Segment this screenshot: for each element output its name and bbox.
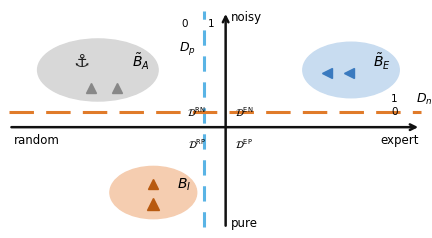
Text: 0: 0 <box>181 19 188 29</box>
Text: $D_n$: $D_n$ <box>416 92 432 107</box>
Text: $\mathcal{D}^{\mathrm{RP}}$: $\mathcal{D}^{\mathrm{RP}}$ <box>188 137 206 151</box>
Text: ⚓: ⚓ <box>73 53 89 71</box>
Ellipse shape <box>303 42 399 98</box>
Text: random: random <box>13 134 59 147</box>
Text: $\tilde{B}_A$: $\tilde{B}_A$ <box>132 52 149 72</box>
Ellipse shape <box>38 39 158 101</box>
Ellipse shape <box>110 166 197 219</box>
Text: $B_I$: $B_I$ <box>178 176 191 193</box>
Text: noisy: noisy <box>230 11 262 24</box>
Text: $D_p$: $D_p$ <box>179 40 195 57</box>
Text: $\tilde{B}_E$: $\tilde{B}_E$ <box>373 52 391 72</box>
Text: 0: 0 <box>391 108 398 118</box>
Text: 1: 1 <box>391 94 398 104</box>
Text: $\mathcal{D}^{\mathrm{EN}}$: $\mathcal{D}^{\mathrm{EN}}$ <box>235 105 254 119</box>
Text: pure: pure <box>230 217 257 230</box>
Text: expert: expert <box>380 134 419 147</box>
Text: $\mathcal{D}^{\mathrm{EP}}$: $\mathcal{D}^{\mathrm{EP}}$ <box>235 137 253 151</box>
Text: $\mathcal{D}^{\mathrm{RN}}$: $\mathcal{D}^{\mathrm{RN}}$ <box>187 105 206 119</box>
Text: 1: 1 <box>208 19 215 29</box>
